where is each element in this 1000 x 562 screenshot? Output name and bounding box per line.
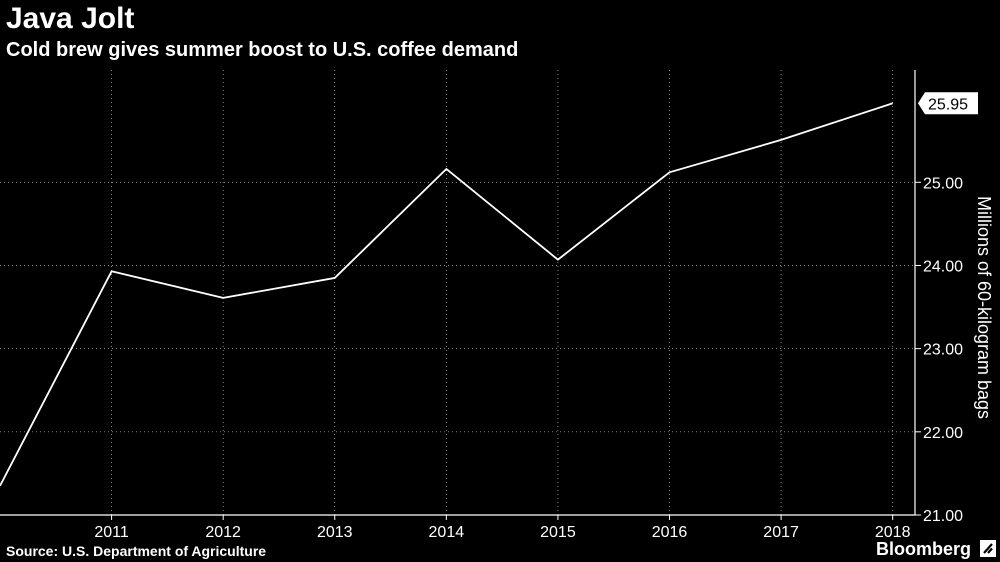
page-title: Java Jolt — [6, 2, 135, 35]
y-tick-label: 25.00 — [923, 175, 963, 192]
y-tick-label: 22.00 — [923, 425, 963, 442]
x-tick-label: 2013 — [317, 524, 353, 541]
y-tick-label: 24.00 — [923, 258, 963, 275]
page-subtitle: Cold brew gives summer boost to U.S. cof… — [6, 39, 519, 61]
y-axis-title: Millions of 60-kilogram bags — [974, 196, 994, 419]
x-tick-label: 2011 — [94, 524, 129, 541]
x-tick-label: 2015 — [540, 524, 576, 541]
bloomberg-mark-icon — [980, 540, 996, 557]
last-value-flag — [918, 92, 978, 115]
series-line — [0, 102, 893, 487]
brand-name: Bloomberg — [876, 539, 972, 559]
x-tick-label: 2018 — [875, 524, 911, 541]
y-tick-label: 23.00 — [923, 342, 963, 359]
x-tick-label: 2012 — [205, 524, 241, 541]
x-tick-label: 2014 — [429, 524, 465, 541]
y-tick-label: 21.00 — [923, 508, 963, 525]
x-tick-label: 2016 — [652, 524, 688, 541]
x-tick-label: 2017 — [763, 524, 799, 541]
last-value-label: 25.95 — [928, 96, 968, 113]
source-note: Source: U.S. Department of Agriculture — [6, 543, 267, 559]
